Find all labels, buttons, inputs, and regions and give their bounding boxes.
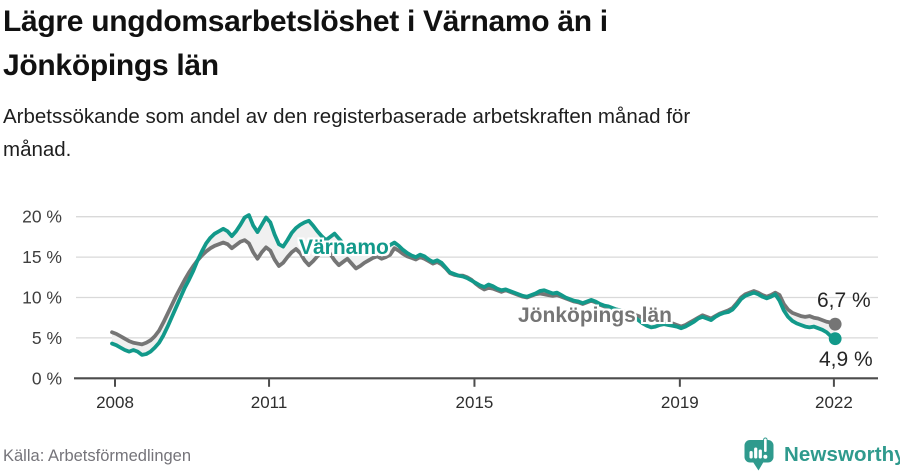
page-title-line-2: Jönköpings län — [3, 49, 219, 82]
source-note: Källa: Arbetsförmedlingen — [3, 447, 192, 465]
series-line-varnamo — [110, 213, 838, 357]
gridlines — [76, 216, 878, 339]
x-tick-label: 2019 — [661, 393, 699, 412]
x-tick-label: 2008 — [96, 393, 134, 412]
series-line-jonkopings-lan — [110, 238, 838, 347]
x-tick-label: 2015 — [456, 393, 494, 412]
band-between-series — [112, 215, 836, 355]
series-label-jonkopings-lan: Jönköpings län — [518, 304, 673, 327]
end-value-label-jonkopings-lan: 6,7 % — [817, 289, 871, 312]
x-axis: 2008 2011 2015 2019 2022 — [74, 377, 878, 412]
y-tick-label: 0 % — [32, 368, 62, 388]
newsworthy-wordmark: Newsworthy — [784, 442, 900, 466]
y-axis-labels: 0 % 5 % 10 % 15 % 20 % — [22, 207, 62, 389]
page-subtitle-line-2: månad. — [3, 138, 72, 161]
newsworthy-bubble-chart-icon — [744, 437, 774, 471]
end-dot-jonkopings-lan — [828, 317, 842, 331]
end-value-label-varnamo: 4,9 % — [819, 348, 873, 371]
y-tick-label: 15 % — [22, 247, 62, 267]
x-tick-label: 2011 — [251, 393, 288, 412]
end-dot-varnamo — [828, 332, 842, 346]
series-label-varnamo: Värnamo — [299, 236, 389, 259]
page-subtitle: Arbetssökande som andel av den registerb… — [3, 100, 690, 166]
y-tick-label: 5 % — [32, 328, 62, 348]
x-tick-label: 2022 — [815, 393, 853, 412]
newsworthy-logo[interactable]: Newsworthy — [744, 437, 900, 472]
y-tick-label: 20 % — [22, 207, 62, 227]
page-title-line-1: Lägre ungdomsarbetslöshet i Värnamo än i — [3, 5, 608, 38]
page-subtitle-line-1: Arbetssökande som andel av den registerb… — [3, 105, 691, 128]
page-title: Lägre ungdomsarbetslöshet i Värnamo än i… — [3, 0, 608, 88]
y-tick-label: 10 % — [22, 288, 62, 308]
